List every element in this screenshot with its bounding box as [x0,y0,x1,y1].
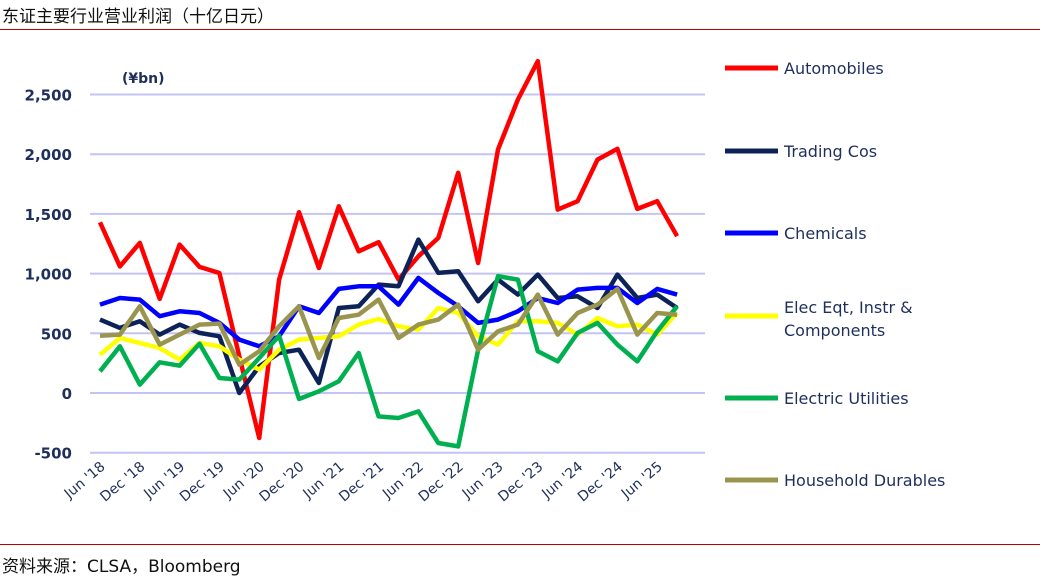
legend-label: Elec Eqt, Instr & [784,298,913,317]
y-tick-label: 1,500 [25,206,72,224]
x-tick-label: Dec '20 [257,459,308,505]
unit-label: (¥bn) [122,71,165,87]
series-line-automobiles [97,58,680,441]
x-tick-label: Dec '18 [97,459,148,505]
legend-label: Trading Cos [783,142,877,161]
series-line-chemicals [99,275,678,349]
x-tick-label: Dec '21 [336,459,387,505]
legend-label: Household Durables [784,471,945,490]
legend-label: Chemicals [784,224,867,243]
series-line-electric-utilities [98,273,679,449]
source-note: 资料来源：CLSA，Bloomberg [2,557,241,577]
x-tick-label: Dec '19 [177,459,228,505]
title-divider [0,29,1040,30]
y-axis-ticks: 2,500 2,000 1,500 1,000 500 0 -500 [25,87,72,463]
legend-label-cont: Components [784,321,885,340]
x-tick-label: Jun '25 [618,459,666,503]
x-tick-label: Dec '24 [575,459,626,506]
series-lines [97,58,680,449]
y-tick-label: 0 [62,385,72,403]
x-tick-label: Dec '22 [416,459,467,505]
legend-label: Electric Utilities [784,389,909,408]
legend: Automobiles Trading Cos Chemicals Elec Eqt,… [725,59,945,490]
y-tick-label: 500 [41,325,72,343]
y-tick-label: 1,000 [25,266,72,284]
legend-label: Automobiles [784,59,884,78]
x-tick-label: Dec '23 [495,459,546,505]
series-line-trading-cos [99,237,679,396]
y-tick-label: 2,500 [25,87,72,105]
series-line-household-durables [99,286,678,367]
y-tick-label: -500 [34,445,72,463]
source-divider [0,544,1040,545]
y-tick-label: 2,000 [25,146,72,164]
figure-title: 东证主要行业营业利润（十亿日元） [2,7,274,27]
